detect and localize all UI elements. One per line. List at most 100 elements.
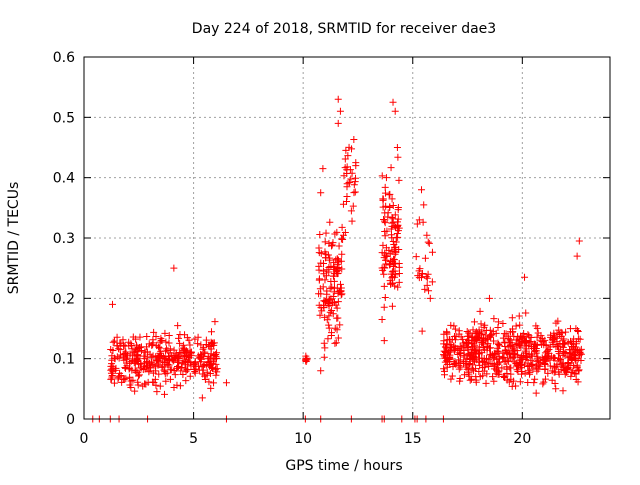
data-point bbox=[181, 365, 189, 373]
y-tick-label: 0.3 bbox=[53, 231, 75, 247]
data-point bbox=[529, 360, 537, 368]
data-point bbox=[388, 302, 396, 310]
data-point bbox=[126, 350, 134, 358]
data-point bbox=[552, 319, 560, 327]
data-point bbox=[508, 328, 516, 336]
data-point bbox=[321, 238, 329, 246]
data-point bbox=[115, 345, 123, 353]
data-point bbox=[315, 275, 323, 283]
data-point bbox=[333, 284, 341, 292]
data-point bbox=[333, 326, 341, 334]
data-point bbox=[378, 315, 386, 323]
data-point bbox=[334, 314, 342, 322]
data-point bbox=[338, 265, 346, 273]
data-point bbox=[564, 360, 572, 368]
data-point bbox=[391, 273, 399, 281]
y-tick-label: 0.2 bbox=[53, 291, 75, 307]
data-point bbox=[460, 371, 468, 379]
data-point bbox=[525, 332, 533, 340]
data-point bbox=[186, 372, 194, 380]
data-point bbox=[166, 366, 174, 374]
data-point bbox=[331, 230, 339, 238]
data-point bbox=[468, 365, 476, 373]
data-point bbox=[325, 312, 333, 320]
data-point bbox=[483, 354, 491, 362]
data-point bbox=[210, 352, 218, 360]
data-point bbox=[448, 372, 456, 380]
data-point bbox=[563, 368, 571, 376]
data-point bbox=[179, 370, 187, 378]
data-point bbox=[212, 371, 220, 379]
data-point bbox=[325, 268, 333, 276]
data-point bbox=[109, 338, 117, 346]
data-point bbox=[222, 379, 230, 387]
data-point bbox=[464, 350, 472, 358]
data-point bbox=[555, 357, 563, 365]
data-point bbox=[454, 350, 462, 358]
data-point bbox=[141, 365, 149, 373]
data-point bbox=[149, 341, 157, 349]
data-point bbox=[114, 375, 122, 383]
data-point bbox=[147, 358, 155, 366]
data-point bbox=[548, 376, 556, 384]
data-point bbox=[351, 178, 359, 186]
points-layer bbox=[89, 95, 585, 423]
data-point bbox=[421, 285, 429, 293]
data-point bbox=[495, 341, 503, 349]
data-point bbox=[464, 344, 472, 352]
data-point bbox=[393, 144, 401, 151]
data-point bbox=[321, 344, 329, 352]
data-point bbox=[155, 370, 163, 378]
data-point bbox=[555, 370, 563, 378]
data-point bbox=[321, 254, 329, 262]
y-tick-label: 0.4 bbox=[53, 171, 75, 187]
data-point bbox=[349, 202, 357, 210]
data-point bbox=[387, 225, 395, 233]
data-point bbox=[460, 353, 468, 361]
x-tick-label: 10 bbox=[294, 431, 312, 447]
data-point bbox=[560, 340, 568, 348]
data-point bbox=[378, 172, 386, 180]
data-point bbox=[392, 238, 400, 246]
data-point bbox=[516, 378, 524, 386]
data-point bbox=[531, 375, 539, 383]
data-point bbox=[507, 370, 515, 378]
data-point bbox=[466, 376, 474, 384]
data-point bbox=[543, 348, 551, 356]
data-point bbox=[136, 344, 144, 352]
data-point bbox=[560, 350, 568, 358]
x-axis-label: GPS time / hours bbox=[285, 458, 402, 474]
data-point bbox=[521, 273, 529, 281]
data-point bbox=[524, 379, 532, 387]
data-point bbox=[395, 176, 403, 184]
data-point bbox=[381, 249, 389, 257]
data-point bbox=[347, 207, 355, 215]
data-point bbox=[388, 195, 396, 203]
data-point bbox=[191, 359, 199, 367]
data-point bbox=[380, 216, 388, 224]
data-point bbox=[522, 349, 530, 357]
data-point bbox=[522, 309, 530, 317]
data-point bbox=[510, 332, 518, 340]
data-point bbox=[552, 343, 560, 351]
data-point bbox=[201, 375, 209, 383]
data-point bbox=[165, 332, 173, 340]
data-point bbox=[492, 370, 500, 378]
data-point bbox=[394, 153, 402, 161]
data-point bbox=[199, 366, 207, 374]
data-point bbox=[512, 382, 520, 390]
data-point bbox=[526, 368, 534, 376]
data-point bbox=[443, 363, 451, 371]
data-point bbox=[317, 290, 325, 298]
data-point bbox=[574, 328, 582, 336]
data-point bbox=[107, 346, 115, 354]
data-point bbox=[319, 165, 327, 173]
data-point bbox=[512, 340, 520, 348]
data-point bbox=[566, 325, 574, 333]
data-point bbox=[315, 262, 323, 270]
data-point bbox=[510, 377, 518, 385]
data-point bbox=[458, 344, 466, 352]
data-point bbox=[334, 334, 342, 342]
data-point bbox=[315, 301, 323, 309]
data-point bbox=[532, 349, 540, 357]
